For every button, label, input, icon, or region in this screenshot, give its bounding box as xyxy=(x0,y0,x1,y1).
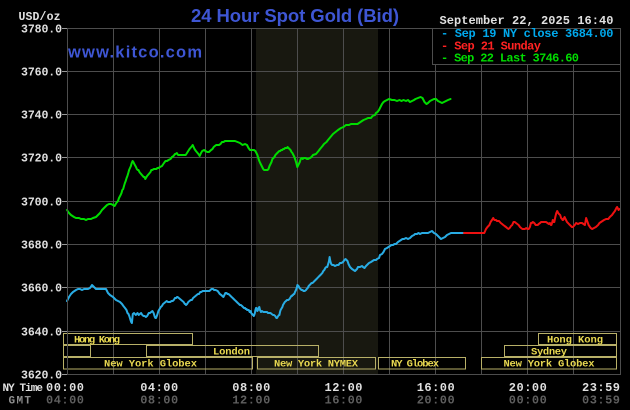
svg-text:20:00: 20:00 xyxy=(417,394,455,408)
svg-text:New York Globex: New York Globex xyxy=(104,359,198,371)
svg-text:New York NYMEX: New York NYMEX xyxy=(274,359,359,371)
svg-text:Hong Kong: Hong Kong xyxy=(74,335,120,347)
svg-text:16:00: 16:00 xyxy=(417,381,455,395)
svg-text:3780.0: 3780.0 xyxy=(21,24,62,37)
svg-text:NY Globex: NY Globex xyxy=(391,359,440,371)
svg-text:- Sep 19 NY close 3684.00: - Sep 19 NY close 3684.00 xyxy=(441,27,614,41)
svg-text:Hong Kong: Hong Kong xyxy=(547,335,603,347)
svg-text:- Sep 21 Sunday: - Sep 21 Sunday xyxy=(441,39,541,53)
svg-text:NY Time: NY Time xyxy=(3,383,44,395)
svg-text:3740.0: 3740.0 xyxy=(21,110,62,123)
svg-text:GMT: GMT xyxy=(9,396,32,408)
svg-text:24 Hour Spot Gold (Bid): 24 Hour Spot Gold (Bid) xyxy=(191,5,399,26)
svg-text:3680.0: 3680.0 xyxy=(21,240,62,253)
svg-text:3620.0: 3620.0 xyxy=(21,370,62,383)
svg-text:04:00: 04:00 xyxy=(46,394,84,408)
svg-text:08:00: 08:00 xyxy=(232,381,270,395)
svg-text:3760.0: 3760.0 xyxy=(21,67,62,80)
svg-text:3660.0: 3660.0 xyxy=(21,283,62,296)
svg-text:New York Globex: New York Globex xyxy=(504,359,596,371)
svg-text:Sydney: Sydney xyxy=(531,347,568,359)
svg-text:3700.0: 3700.0 xyxy=(21,197,62,210)
svg-text:12:00: 12:00 xyxy=(325,381,363,395)
svg-text:3640.0: 3640.0 xyxy=(21,327,62,340)
svg-text:September 22, 2025 16:40: September 22, 2025 16:40 xyxy=(440,14,614,28)
svg-text:00:00: 00:00 xyxy=(46,381,84,395)
svg-text:www.kitco.com: www.kitco.com xyxy=(67,44,202,62)
svg-text:- Sep 22 Last 3746.60: - Sep 22 Last 3746.60 xyxy=(441,51,579,65)
svg-text:04:00: 04:00 xyxy=(140,381,178,395)
svg-text:00:00: 00:00 xyxy=(509,394,547,408)
svg-text:08:00: 08:00 xyxy=(140,394,178,408)
svg-text:USD/oz: USD/oz xyxy=(19,11,61,24)
svg-text:03:59: 03:59 xyxy=(582,394,620,408)
svg-text:23:59: 23:59 xyxy=(582,381,620,395)
svg-text:20:00: 20:00 xyxy=(509,381,547,395)
svg-text:London: London xyxy=(213,347,250,359)
svg-text:16:00: 16:00 xyxy=(325,394,363,408)
svg-text:3720.0: 3720.0 xyxy=(21,153,62,166)
svg-text:12:00: 12:00 xyxy=(232,394,270,408)
